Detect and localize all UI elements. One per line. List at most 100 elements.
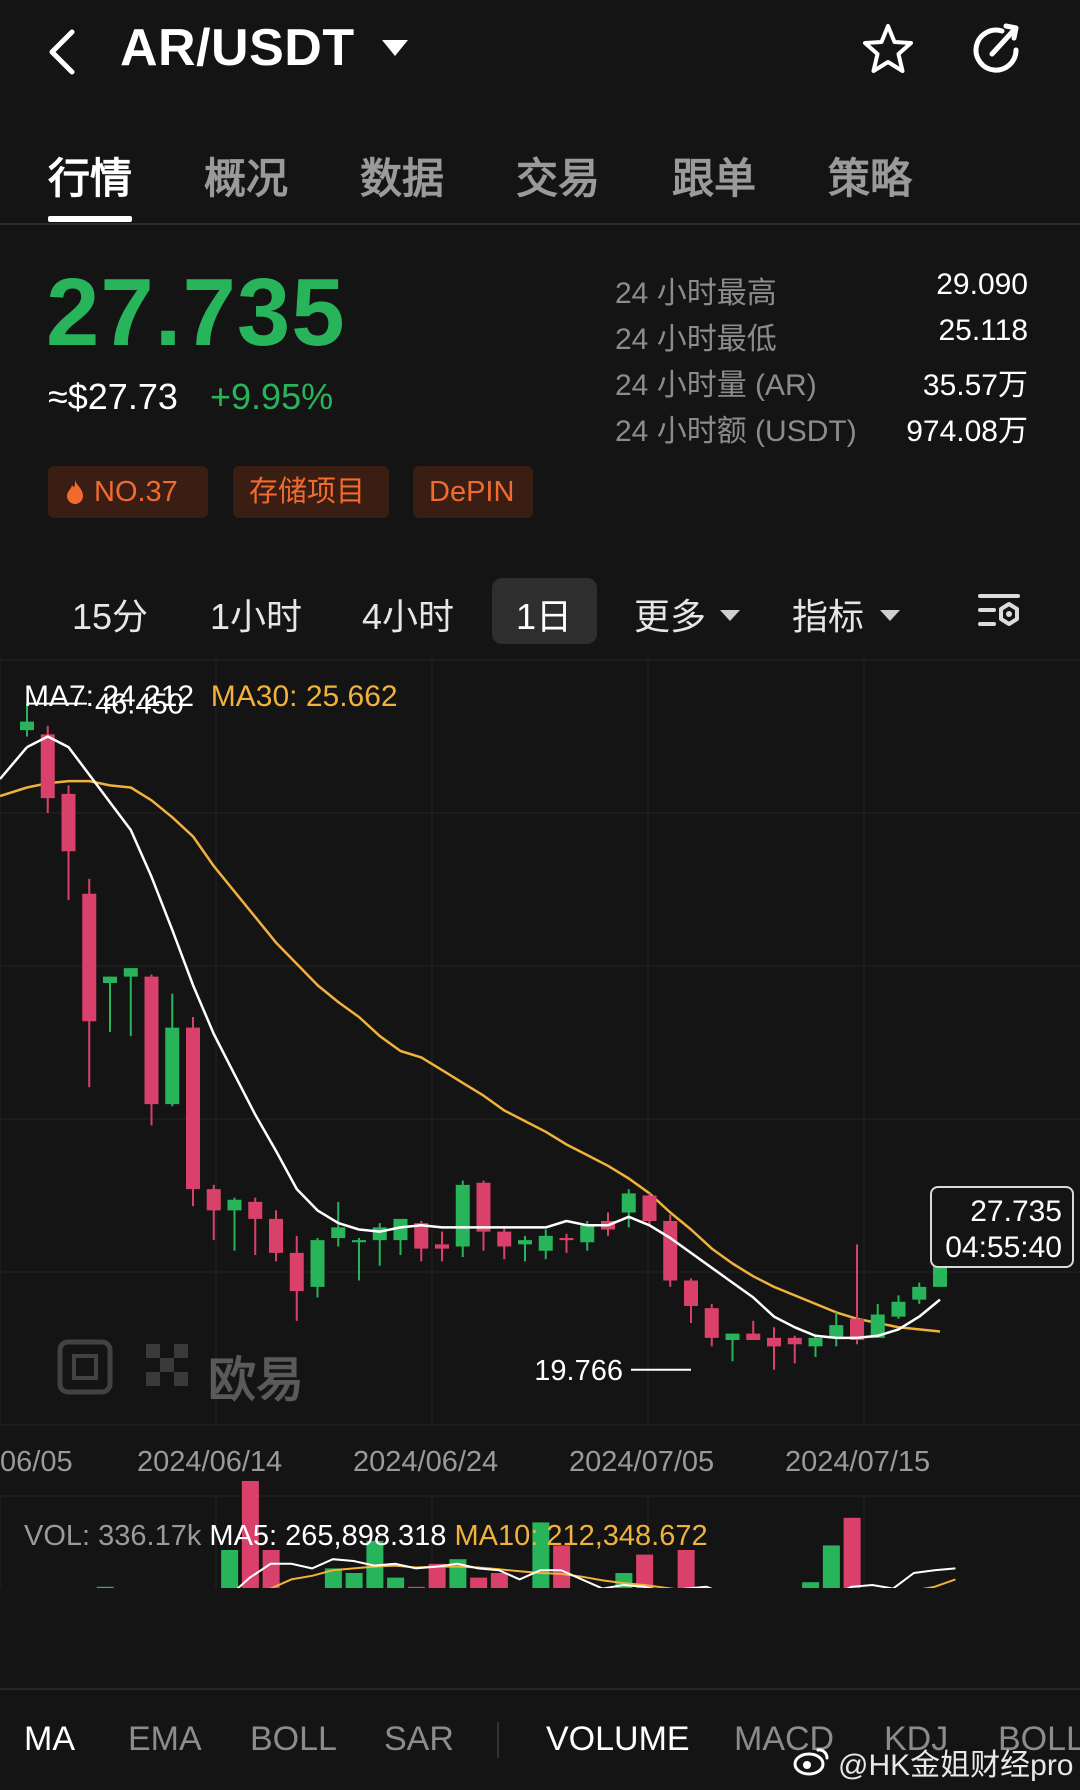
candle xyxy=(663,1214,678,1287)
volume-bar xyxy=(490,1573,508,1588)
stat-low-label: 24 小时最低 xyxy=(615,323,777,356)
header: AR/USDT xyxy=(0,0,1080,110)
ma-legend: MA7: 24.212 MA30: 25.662 xyxy=(24,680,398,714)
volume-bar xyxy=(241,1481,259,1588)
candle-body xyxy=(165,1027,180,1105)
candle xyxy=(497,1227,512,1260)
okx-logo xyxy=(57,1339,188,1395)
ma7-polyline xyxy=(26,735,941,1340)
current-price-label[interactable]: 27.735 04:55:40 xyxy=(930,1186,1074,1268)
indicator-sar[interactable]: SAR xyxy=(384,1720,454,1758)
candle xyxy=(186,1017,200,1207)
candle-body xyxy=(787,1337,802,1345)
chevron-down-icon[interactable] xyxy=(380,36,410,60)
tab-copy-trading[interactable]: 跟单 xyxy=(672,155,757,202)
indicator-macd[interactable]: MACD xyxy=(734,1720,835,1758)
candles xyxy=(20,703,947,1370)
watermark-text: 欧易 xyxy=(208,1354,305,1407)
volume-bars xyxy=(96,1481,956,1588)
tab-trade[interactable]: 交易 xyxy=(516,155,601,202)
volume-bar xyxy=(262,1550,280,1588)
tab-market[interactable]: 行情 xyxy=(48,155,133,202)
current-price: 27.735 xyxy=(970,1195,1062,1228)
stat-turnover-value: 974.08万 xyxy=(906,415,1028,448)
indicator-boll[interactable]: BOLL xyxy=(250,1720,337,1758)
candle-body xyxy=(435,1244,449,1249)
candle xyxy=(269,1210,283,1262)
candle-body xyxy=(82,893,97,1022)
pair-title[interactable]: AR/USDT xyxy=(120,19,355,77)
flame-icon xyxy=(67,480,83,504)
candle-body xyxy=(144,976,159,1105)
x-tick-label: 2024/06/14 xyxy=(137,1446,283,1478)
candle xyxy=(414,1221,429,1262)
volume-bar xyxy=(636,1554,654,1588)
candle xyxy=(829,1312,844,1347)
candle-body xyxy=(310,1240,325,1287)
candle xyxy=(559,1233,574,1253)
last-price: 27.735 xyxy=(46,259,346,366)
candle xyxy=(725,1333,740,1362)
candle xyxy=(310,1238,325,1298)
candle-body xyxy=(372,1227,387,1241)
volume-bar xyxy=(802,1582,820,1588)
candle-body xyxy=(393,1218,408,1241)
volume-bar xyxy=(677,1550,695,1588)
tab-overview[interactable]: 概况 xyxy=(204,155,289,202)
indicator-ema[interactable]: EMA xyxy=(128,1720,202,1758)
candle xyxy=(144,974,159,1126)
candle-body xyxy=(725,1333,740,1340)
candle-body xyxy=(414,1223,429,1249)
candle xyxy=(850,1244,864,1345)
candle-body xyxy=(123,968,138,977)
candle-body xyxy=(289,1252,304,1292)
stat-high-label: 24 小时最高 xyxy=(615,277,777,310)
candle-body xyxy=(684,1280,698,1306)
chart-settings-icon[interactable] xyxy=(976,588,1022,634)
weibo-icon xyxy=(793,1748,829,1776)
candle-body xyxy=(642,1195,657,1221)
stat-volume-label: 24 小时量 (AR) xyxy=(615,369,817,402)
volume-bar xyxy=(366,1540,384,1588)
sector-tag[interactable]: DePIN xyxy=(413,466,533,518)
volume-ma5-line xyxy=(236,1558,956,1588)
chart-grid xyxy=(0,659,1080,1588)
candle xyxy=(103,976,117,1032)
candle-body xyxy=(40,734,55,799)
rank-badge[interactable]: NO.37 xyxy=(48,466,208,518)
more-intervals-button[interactable]: 更多 xyxy=(634,596,707,637)
candle xyxy=(704,1303,719,1347)
candle-body xyxy=(103,976,117,983)
candle xyxy=(289,1235,304,1321)
indicator-boll-sub[interactable]: BOLL xyxy=(998,1720,1080,1758)
stat-volume-value: 35.57万 xyxy=(922,369,1028,402)
back-arrow-icon[interactable] xyxy=(40,22,84,82)
volume-legend: VOL: 336.17k MA5: 265,898.318 MA10: 212,… xyxy=(24,1520,708,1553)
divider xyxy=(0,1688,1080,1690)
category-tag[interactable]: 存储项目 xyxy=(233,466,389,518)
share-icon[interactable] xyxy=(966,20,1026,80)
candle-body xyxy=(497,1231,512,1247)
candle-body xyxy=(227,1199,242,1211)
tab-data[interactable]: 数据 xyxy=(360,155,445,202)
tab-strategy[interactable]: 策略 xyxy=(828,155,913,202)
indicator-ma[interactable]: MA xyxy=(24,1720,75,1758)
interval-15m[interactable]: 15分 xyxy=(72,596,149,637)
interval-1d[interactable]: 1日 xyxy=(516,596,573,637)
interval-4h[interactable]: 4小时 xyxy=(362,596,455,637)
active-tab-indicator xyxy=(48,216,132,222)
indicator-kdj[interactable]: KDJ xyxy=(884,1720,949,1758)
candle xyxy=(476,1180,491,1251)
candle xyxy=(393,1218,408,1255)
volume-bar xyxy=(324,1568,342,1588)
rank-text: NO.37 xyxy=(94,476,178,508)
star-icon[interactable] xyxy=(858,20,918,80)
indicators-button[interactable]: 指标 xyxy=(792,596,865,637)
indicator-volume[interactable]: VOLUME xyxy=(546,1720,690,1758)
low-price-label: 19.766 xyxy=(534,1355,623,1387)
ma30-segment xyxy=(0,786,28,798)
candle-body xyxy=(538,1235,553,1251)
candle-body xyxy=(621,1193,636,1213)
ma7-segment xyxy=(0,746,28,780)
interval-1h[interactable]: 1小时 xyxy=(210,596,303,637)
